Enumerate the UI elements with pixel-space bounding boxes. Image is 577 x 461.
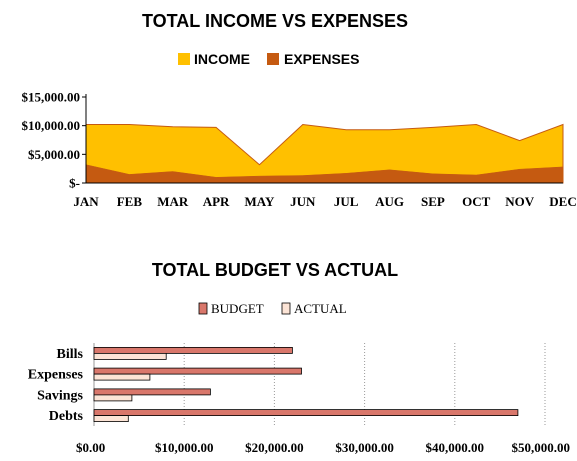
legend-label-budget: BUDGET [211, 301, 264, 316]
chart1-x-tick-label: AUG [375, 194, 404, 209]
chart1-x-tick-label: SEP [421, 194, 445, 209]
chart1-x-tick-label: JAN [73, 194, 99, 209]
legend-swatch-budget [198, 302, 208, 315]
chart1-x-axis: JAN FEB MAR APR MAY JUN JUL AUG SEP OCT NOV DEC [73, 194, 576, 209]
chart1-y-tick-label: $15,000.00 [22, 90, 81, 105]
area-series-income [85, 123, 564, 184]
chart1-x-tick-label: DEC [549, 194, 576, 209]
bar-actual-savings [93, 394, 133, 402]
chart1-x-tick-label: JUN [290, 194, 316, 209]
bar-actual-expenses [93, 373, 151, 381]
bar-actual-debts [93, 415, 129, 423]
chart2-y-tick-label: Bills [57, 347, 84, 362]
chart2-x-tick-label: $20,000.00 [245, 440, 304, 455]
chart1-x-tick-label: FEB [117, 194, 143, 209]
chart2-y-axis: Bills Expenses Savings Debts [28, 347, 84, 424]
chart1-plot-area [85, 94, 564, 184]
legend-swatch-actual [281, 302, 291, 315]
chart2-x-tick-label: $0.00 [76, 440, 105, 455]
chart2-title: TOTAL BUDGET VS ACTUAL [152, 260, 398, 280]
chart1-x-tick-label: MAR [157, 194, 189, 209]
bar-budget-expenses [93, 367, 302, 375]
budget-actual-chart: TOTAL BUDGET VS ACTUAL BUDGET ACTUAL Bil… [28, 260, 570, 455]
bar-budget-bills [93, 346, 293, 354]
chart1-x-tick-label: MAY [245, 194, 275, 209]
chart2-y-tick-label: Savings [37, 388, 83, 403]
chart2-y-tick-label: Debts [49, 409, 84, 424]
chart2-y-tick-label: Expenses [28, 368, 84, 383]
chart2-x-tick-label: $50,000.00 [512, 440, 571, 455]
chart2-legend: BUDGET ACTUAL [198, 301, 347, 316]
chart1-title: TOTAL INCOME VS EXPENSES [142, 11, 408, 31]
income-expenses-chart: TOTAL INCOME VS EXPENSES INCOME EXPENSES… [22, 11, 577, 209]
chart2-x-tick-label: $10,000.00 [155, 440, 214, 455]
bar-actual-bills [93, 352, 167, 360]
chart1-x-tick-label: NOV [505, 194, 535, 209]
bar-budget-debts [93, 409, 519, 417]
chart2-x-tick-label: $40,000.00 [426, 440, 485, 455]
chart1-x-tick-label: APR [203, 194, 230, 209]
chart1-y-tick-label: $5,000.00 [28, 147, 80, 162]
legend-label-income: INCOME [194, 51, 250, 67]
chart1-x-tick-label: JUL [334, 194, 359, 209]
chart1-y-tick-label: $- [69, 176, 80, 191]
bar-budget-savings [93, 388, 211, 396]
legend-label-expenses: EXPENSES [284, 51, 359, 67]
area-series-expenses [85, 164, 564, 184]
chart1-y-tick-label: $10,000.00 [22, 118, 81, 133]
chart2-x-tick-label: $30,000.00 [335, 440, 394, 455]
chart1-y-axis: $- $5,000.00 $10,000.00 $15,000.00 [22, 90, 86, 191]
legend-label-actual: ACTUAL [294, 301, 347, 316]
legend-swatch-income [178, 53, 190, 65]
legend-swatch-expenses [267, 53, 279, 65]
chart1-x-tick-label: OCT [462, 194, 491, 209]
chart2-x-axis: $0.00 $10,000.00 $20,000.00 $30,000.00 $40,0… [76, 440, 570, 455]
chart1-legend: INCOME EXPENSES [178, 51, 359, 67]
chart2-plot-area [93, 346, 519, 423]
